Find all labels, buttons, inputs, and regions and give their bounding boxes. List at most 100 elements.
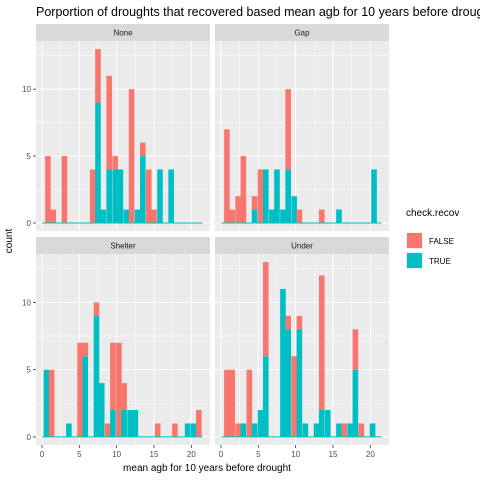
bar-false [318,209,325,223]
x-axis-title: mean agb for 10 years before drought [123,463,291,474]
bar-true [369,423,376,437]
bar-true [291,196,297,223]
bar-false [229,369,235,437]
bar-false [95,49,101,103]
x-tick-label: 20 [366,450,375,459]
bar-true [98,383,105,437]
facet-strip-gap [215,24,389,41]
legend-key-true [407,253,422,268]
bar-false [121,383,127,411]
y-tick-label: 10 [22,85,31,94]
facet-strip-label-none: None [113,29,133,38]
bar-false [45,156,51,223]
bar-false [195,410,202,437]
bar-true [251,209,258,223]
bar-false [151,209,157,223]
bar-true [268,209,275,223]
bar-false [341,423,347,437]
bar-false [224,129,230,223]
bar-true [280,209,286,223]
bar-true [127,410,133,437]
facet-strip-none [36,24,210,41]
bar-false [352,329,359,370]
bar-true [110,410,116,437]
bar-true [168,169,174,223]
bar-true [157,169,163,223]
bar-false [235,423,241,437]
bar-false [257,169,264,223]
bar-true [262,169,269,223]
facet-strip-under [215,237,389,254]
y-tick-label: 10 [22,298,31,307]
bar-false [48,369,55,437]
bar-false [77,342,83,437]
bar-true [184,423,191,437]
bar-false [106,75,112,170]
facet-strip-shelter [36,237,210,254]
bar-false [172,423,178,437]
bar-false [246,369,253,437]
bar-true [134,209,141,223]
bar-true [324,410,331,437]
bar-false [229,209,235,223]
legend-label-false: FALSE [429,237,454,246]
bar-true [139,156,146,223]
bar-false [224,369,230,437]
bar-true [262,356,269,437]
bar-false [318,275,325,411]
bar-true [302,423,309,437]
bar-true [121,410,127,437]
bar-true [296,329,303,437]
bar-true [336,209,342,223]
x-tick-label: 0 [219,450,224,459]
bar-false [110,342,116,411]
bar-false [296,209,303,223]
facet-under: Under 0 5 10 15 20 [215,237,389,459]
bar-true [347,423,353,437]
legend: check.recov FALSE TRUE [406,208,459,269]
facet-gap: Gap [215,24,389,231]
chart-title: Porportion of droughts that recovered ba… [36,5,480,19]
bar-false [296,315,303,330]
bar-true [93,315,100,437]
y-tick-label: 5 [27,152,32,161]
bar-false [291,356,297,437]
facet-none: None 0 5 10 [22,24,210,231]
bar-true [100,209,107,223]
bar-true [352,369,359,437]
x-tick-label: 15 [329,450,338,459]
bar-false [139,142,146,157]
bar-true [66,423,72,437]
legend-title: check.recov [406,208,459,219]
y-tick-label: 0 [27,219,32,228]
bar-false [93,302,100,316]
bar-true [132,410,139,437]
bar-true [123,209,130,223]
bar-false [104,423,111,437]
bar-true [112,169,118,223]
bar-false [50,209,56,223]
bar-true [371,169,377,223]
bar-false [89,169,96,223]
x-tick-label: 10 [112,450,121,459]
bar-false [61,156,68,223]
x-tick-label: 20 [187,450,196,459]
x-tick-label: 15 [150,450,159,459]
facet-panels: None 0 5 10 Gap Shelter 0 5 10 0 5 10 15 20 Under 0 5 10 1… [22,24,389,459]
bar-false [251,196,258,210]
bar-true [95,102,101,223]
bar-false [112,156,118,170]
bar-false [82,342,89,357]
bar-true [43,369,50,437]
bar-true [251,423,258,437]
bar-false [145,169,152,223]
legend-label-true: TRUE [429,257,451,266]
bar-false [240,156,247,223]
x-tick-label: 5 [77,450,82,459]
bar-false [128,89,135,223]
x-tick-label: 10 [291,450,300,459]
y-axis-title: count [4,229,15,254]
bar-false [235,196,241,223]
bar-true [274,169,280,223]
